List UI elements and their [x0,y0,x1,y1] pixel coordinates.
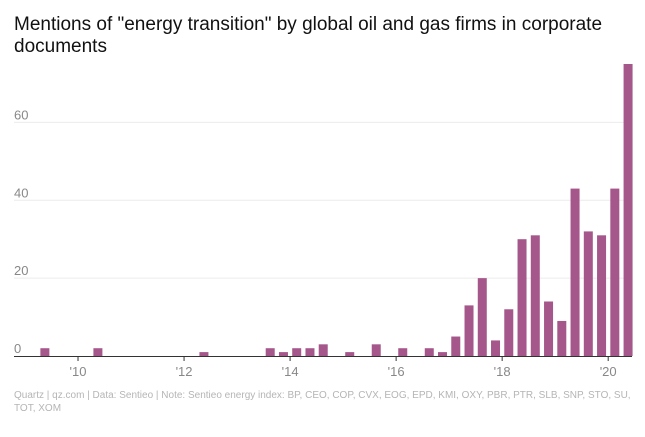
x-tick-label: '14 [282,364,299,379]
bar [491,340,501,356]
bar [93,348,103,356]
gridlines [14,121,632,279]
bar [305,348,315,356]
source-note: Quartz | qz.com | Data: Sentieo | Note: … [14,390,631,414]
bar [371,344,381,356]
bar [451,336,461,356]
bar [623,64,633,356]
bars [40,64,633,356]
x-tick-label: '12 [176,364,193,379]
x-tick-label: '16 [388,364,405,379]
bar [199,352,209,356]
bar [557,320,567,356]
bar [517,239,527,356]
x-tick-label: '10 [70,364,87,379]
bar [504,309,514,356]
bar [530,235,540,356]
bar [583,231,593,356]
y-tick-label: 40 [14,185,28,200]
bar [438,352,448,356]
bar [610,188,620,356]
bar [265,348,275,356]
bar [477,278,487,356]
bar [345,352,355,356]
bar [544,301,554,356]
bar [292,348,302,356]
y-tick-label: 0 [14,341,21,356]
bar [398,348,408,356]
bar [424,348,434,356]
bar [278,352,288,356]
bar [464,305,474,356]
bar [318,344,328,356]
x-tick-label: '18 [494,364,511,379]
chart-title: Mentions of "energy transition" by globa… [14,14,603,57]
bar [570,188,580,356]
bar [597,235,607,356]
x-tick-label: '20 [600,364,617,379]
y-tick-label: 20 [14,263,28,278]
axes: 0 20 40 60 '10 '12 '14 '16 '18 '20 [14,107,632,379]
y-tick-label: 60 [14,107,28,122]
bar [40,348,50,356]
